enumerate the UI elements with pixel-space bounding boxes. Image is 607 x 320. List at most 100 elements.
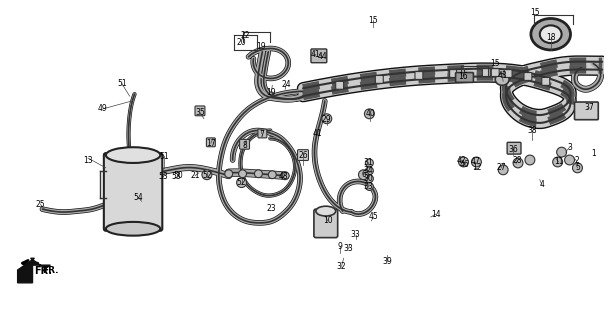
FancyBboxPatch shape: [483, 68, 490, 76]
Text: 45: 45: [368, 212, 378, 221]
Circle shape: [365, 175, 373, 183]
Text: 53: 53: [158, 172, 168, 181]
FancyBboxPatch shape: [297, 150, 308, 161]
FancyBboxPatch shape: [542, 77, 550, 85]
Ellipse shape: [540, 25, 561, 43]
FancyBboxPatch shape: [524, 73, 532, 80]
Circle shape: [268, 171, 276, 179]
Text: 23: 23: [266, 204, 276, 213]
Circle shape: [254, 170, 262, 178]
Text: 12: 12: [473, 164, 482, 172]
Text: 5: 5: [575, 164, 580, 172]
Circle shape: [239, 170, 246, 178]
Text: 6: 6: [361, 170, 366, 179]
Circle shape: [458, 157, 469, 167]
Circle shape: [472, 157, 481, 167]
Text: 54: 54: [134, 193, 143, 202]
Text: 40: 40: [365, 109, 375, 118]
Text: 35: 35: [195, 108, 205, 117]
Ellipse shape: [106, 222, 160, 236]
FancyBboxPatch shape: [314, 209, 337, 238]
FancyBboxPatch shape: [336, 81, 344, 89]
FancyBboxPatch shape: [240, 140, 249, 149]
Circle shape: [281, 172, 289, 180]
Text: 33: 33: [344, 244, 353, 253]
Circle shape: [322, 114, 332, 124]
Circle shape: [225, 170, 232, 178]
Text: 41: 41: [311, 50, 320, 59]
FancyBboxPatch shape: [415, 72, 423, 79]
FancyBboxPatch shape: [375, 76, 383, 83]
FancyBboxPatch shape: [507, 142, 521, 154]
FancyBboxPatch shape: [456, 73, 473, 82]
Circle shape: [525, 155, 535, 165]
Text: 14: 14: [431, 210, 441, 219]
Text: 2: 2: [574, 156, 579, 165]
Text: 42: 42: [456, 156, 466, 164]
Circle shape: [557, 147, 566, 157]
Text: 52: 52: [202, 171, 212, 180]
Text: 44: 44: [318, 52, 328, 61]
Text: 41: 41: [313, 129, 323, 138]
Text: 52: 52: [237, 178, 246, 187]
Text: 19: 19: [266, 88, 276, 97]
Text: 32: 32: [337, 262, 347, 271]
Text: 39: 39: [382, 257, 392, 266]
Ellipse shape: [316, 206, 336, 216]
Text: 21: 21: [190, 171, 200, 180]
Polygon shape: [18, 258, 50, 283]
FancyBboxPatch shape: [450, 69, 458, 77]
Text: 38: 38: [527, 126, 537, 135]
Text: 51: 51: [160, 152, 169, 161]
Text: 11: 11: [554, 157, 563, 166]
Circle shape: [572, 163, 583, 173]
Text: 33: 33: [351, 230, 361, 239]
Circle shape: [498, 165, 508, 175]
Circle shape: [565, 155, 574, 165]
Text: 50: 50: [173, 171, 183, 180]
Text: 49: 49: [98, 104, 107, 113]
Text: FR.: FR.: [42, 266, 59, 275]
Text: 34: 34: [364, 166, 373, 175]
Text: 9: 9: [337, 242, 342, 251]
FancyBboxPatch shape: [206, 138, 215, 147]
Text: 33: 33: [364, 182, 373, 191]
Circle shape: [513, 158, 523, 168]
Text: 1: 1: [591, 148, 595, 158]
Circle shape: [365, 167, 373, 175]
FancyBboxPatch shape: [258, 129, 267, 138]
Text: 51: 51: [117, 79, 126, 88]
Text: 26: 26: [298, 151, 308, 160]
Text: 43: 43: [497, 71, 507, 80]
Text: 47: 47: [470, 157, 480, 166]
Text: 8: 8: [242, 141, 247, 150]
Circle shape: [553, 157, 563, 167]
Text: 29: 29: [322, 115, 331, 124]
Text: 36: 36: [508, 145, 518, 154]
Text: 7: 7: [259, 130, 264, 139]
FancyBboxPatch shape: [491, 68, 499, 76]
Circle shape: [202, 170, 212, 180]
Text: 48: 48: [279, 172, 288, 181]
Ellipse shape: [106, 147, 160, 163]
Text: 16: 16: [458, 72, 467, 81]
FancyBboxPatch shape: [504, 69, 512, 77]
Circle shape: [359, 170, 368, 180]
FancyBboxPatch shape: [195, 106, 205, 116]
FancyBboxPatch shape: [104, 153, 162, 231]
Circle shape: [237, 178, 246, 188]
Circle shape: [364, 109, 375, 119]
Text: 27: 27: [497, 164, 506, 172]
Text: 4: 4: [540, 180, 544, 189]
Text: 37: 37: [585, 103, 594, 112]
Text: 15: 15: [530, 8, 540, 17]
Text: FR.: FR.: [35, 266, 52, 276]
Text: 46: 46: [459, 160, 469, 169]
Text: 31: 31: [364, 158, 373, 167]
Text: 24: 24: [282, 80, 291, 89]
Text: 30: 30: [364, 174, 373, 183]
FancyBboxPatch shape: [456, 69, 464, 77]
Ellipse shape: [531, 19, 571, 50]
Text: 53: 53: [171, 172, 181, 181]
Circle shape: [365, 159, 373, 167]
